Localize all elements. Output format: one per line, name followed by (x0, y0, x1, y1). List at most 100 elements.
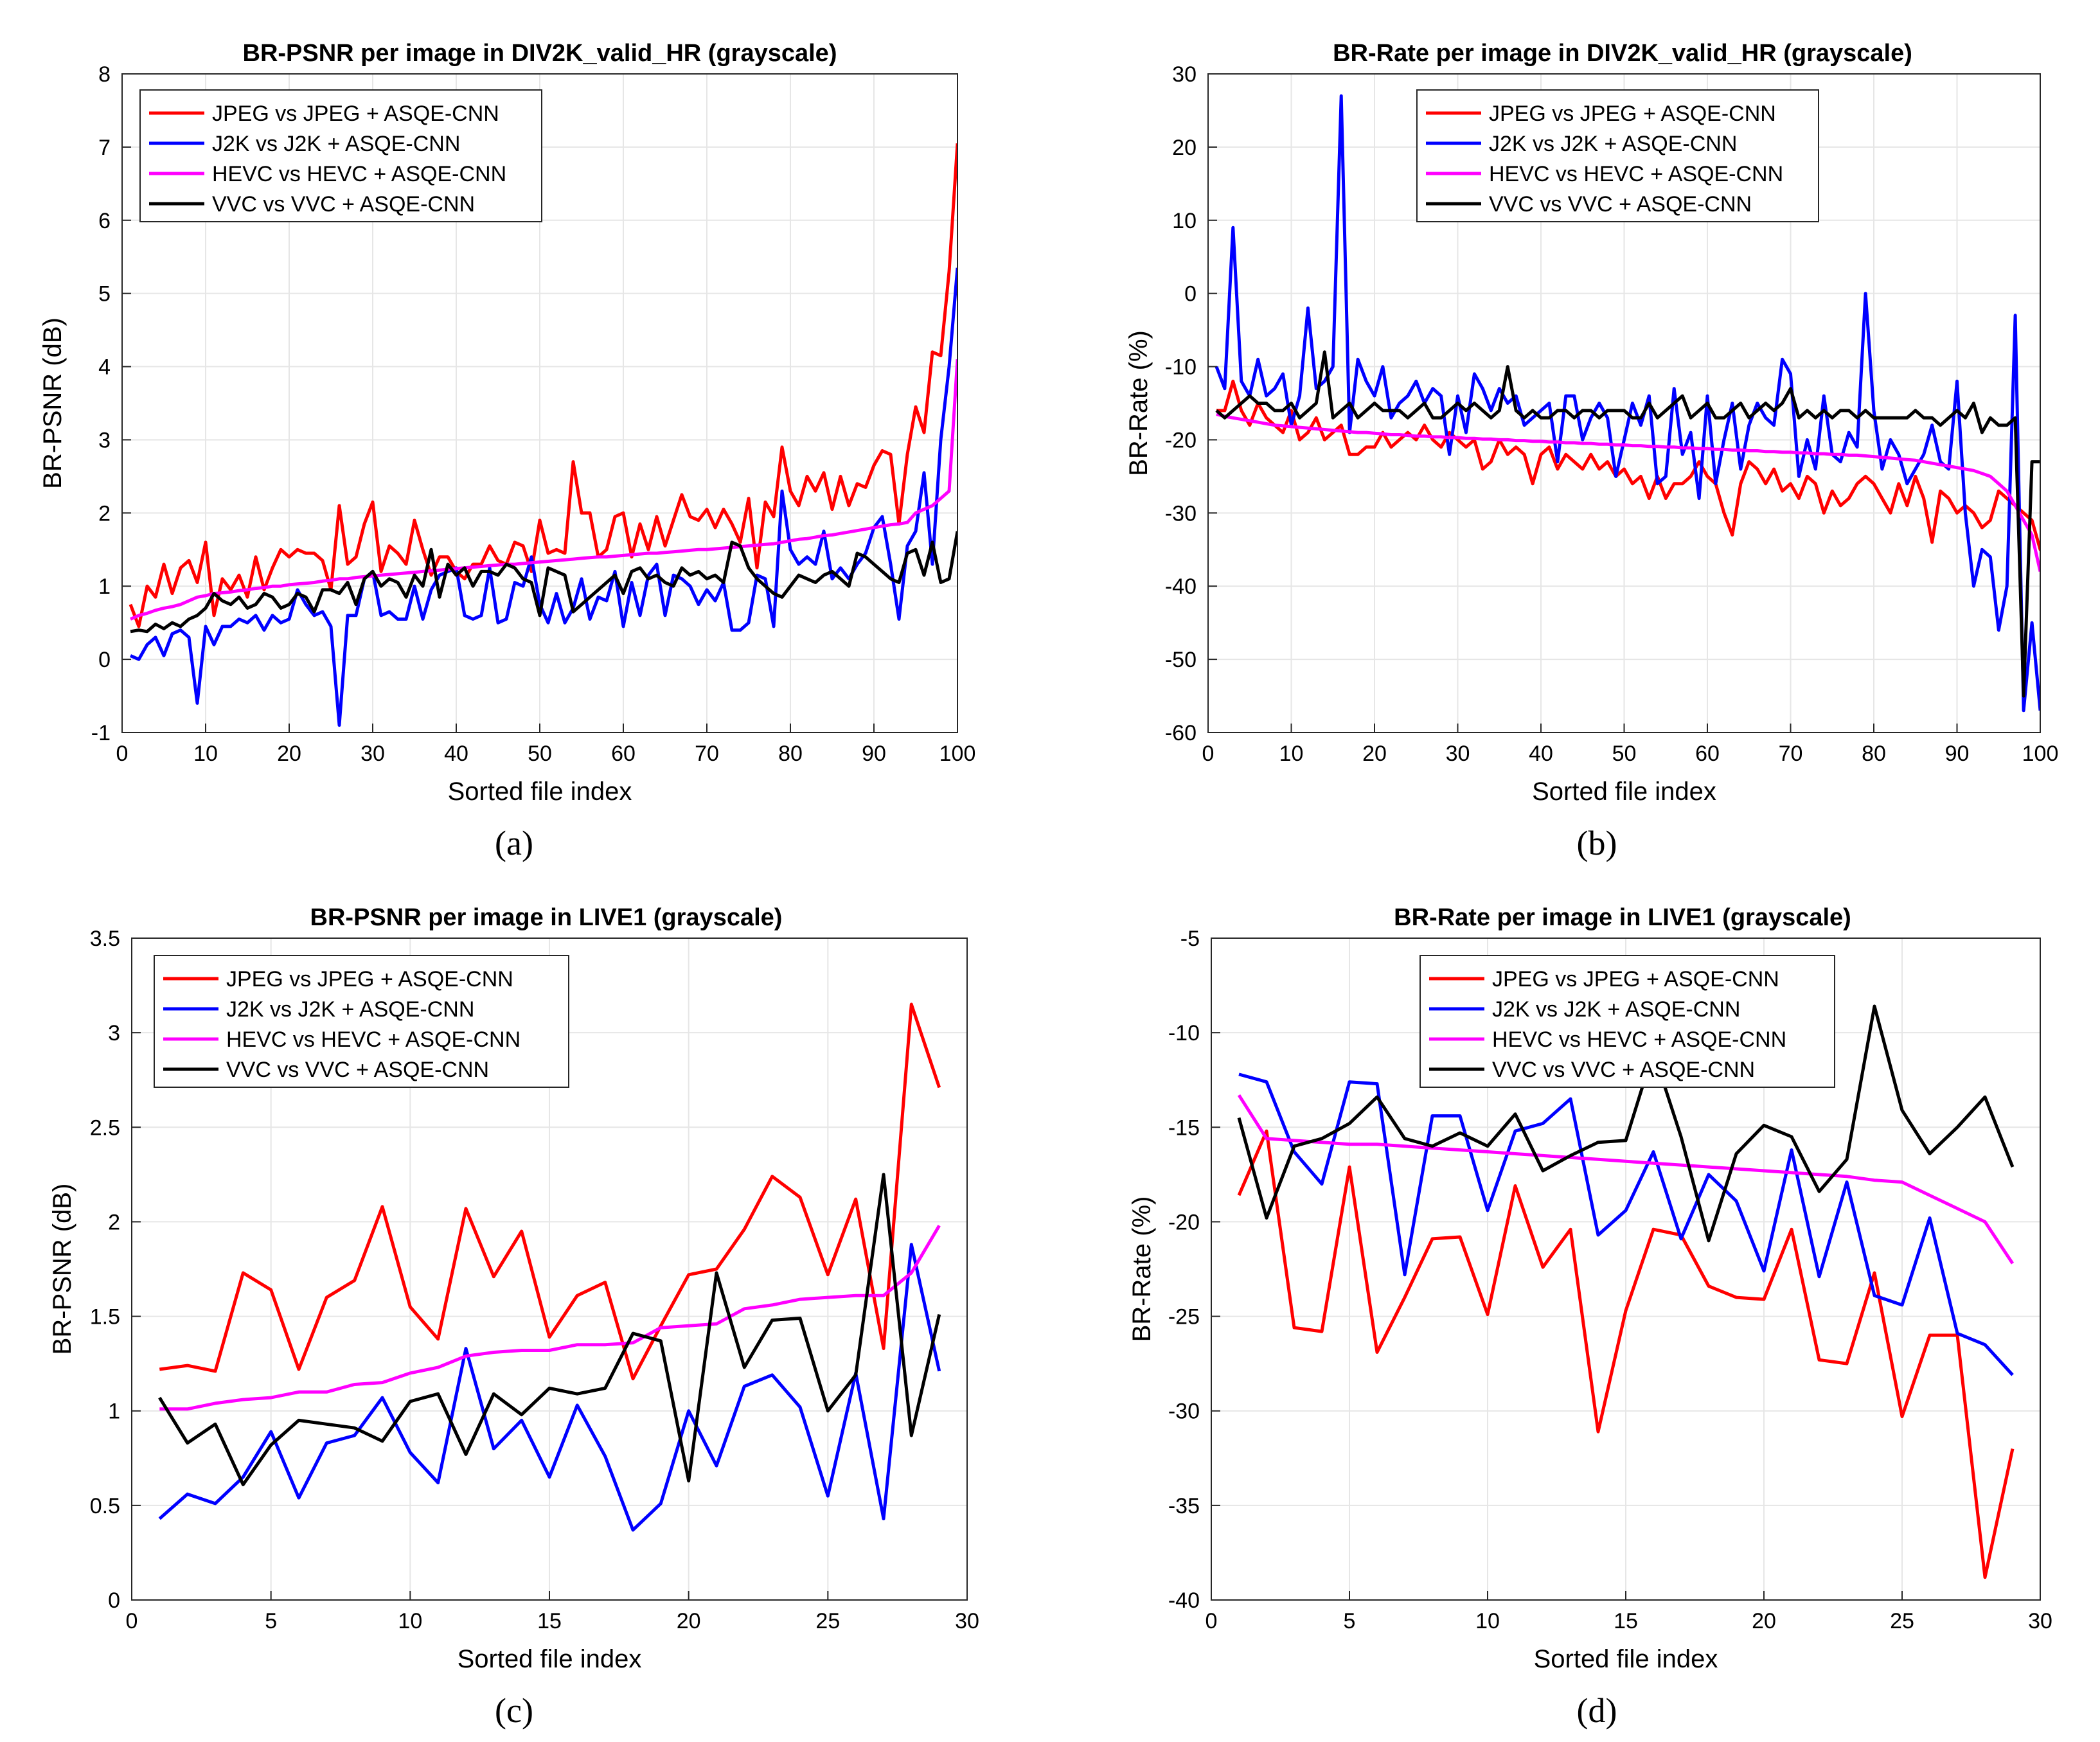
y-tick-label: -40 (1168, 1588, 1200, 1613)
x-tick-label: 40 (444, 742, 468, 766)
legend-entry-hevc: HEVC vs HEVC + ASQE-CNN (226, 1027, 521, 1052)
x-tick-label: 50 (1612, 742, 1637, 766)
x-tick-label: 5 (265, 1609, 277, 1633)
y-tick-label: -40 (1165, 574, 1197, 599)
y-axis-label: BR-PSNR (dB) (39, 317, 67, 489)
legend-entry-j2k: J2K vs J2K + ASQE-CNN (1489, 132, 1737, 156)
y-tick-label: 0.5 (90, 1494, 120, 1518)
legend-entry-jpeg: JPEG vs JPEG + ASQE-CNN (1492, 967, 1779, 991)
x-tick-label: 30 (1446, 742, 1470, 766)
x-tick-label: 70 (695, 742, 719, 766)
series-line-hevc (159, 1225, 941, 1411)
y-tick-label: 3 (98, 428, 111, 452)
y-tick-label: 7 (98, 136, 111, 160)
y-tick-label: -60 (1165, 721, 1197, 745)
y-tick-label: 2.5 (90, 1115, 120, 1140)
x-tick-label: 30 (2028, 1609, 2052, 1633)
x-tick-label: 15 (537, 1609, 562, 1633)
x-tick-label: 90 (1945, 742, 1970, 766)
x-tick-label: 30 (360, 742, 385, 766)
legend-box (154, 955, 569, 1088)
legend-entry-j2k: J2K vs J2K + ASQE-CNN (212, 132, 460, 156)
x-tick-label: 10 (398, 1609, 422, 1633)
y-tick-label: -30 (1168, 1400, 1200, 1424)
y-tick-label: 6 (98, 209, 111, 233)
chart-title: BR-Rate per image in LIVE1 (grayscale) (1394, 904, 1851, 931)
panel-caption: (c) (495, 1691, 533, 1730)
x-tick-label: 20 (1752, 1609, 1776, 1633)
y-tick-label: 0 (98, 648, 111, 672)
panel-caption: (b) (1577, 824, 1617, 862)
legend-entry-j2k: J2K vs J2K + ASQE-CNN (1492, 997, 1740, 1022)
legend: JPEG vs JPEG + ASQE-CNN J2K vs J2K + ASQE… (1419, 955, 1835, 1088)
y-tick-label: -30 (1165, 501, 1197, 526)
x-tick-label: 5 (1344, 1609, 1356, 1633)
x-tick-label: 60 (611, 742, 636, 766)
x-tick-label: 25 (815, 1609, 840, 1633)
legend-entry-hevc: HEVC vs HEVC + ASQE-CNN (1492, 1027, 1786, 1052)
x-tick-label: 80 (778, 742, 803, 766)
x-tick-label: 0 (116, 742, 129, 766)
x-tick-label: 10 (193, 742, 218, 766)
series-line-jpeg (1216, 379, 2040, 552)
panel-caption: (d) (1577, 1691, 1617, 1730)
x-tick-label: 60 (1695, 742, 1720, 766)
y-tick-label: 4 (98, 355, 111, 380)
legend-entry-jpeg: JPEG vs JPEG + ASQE-CNN (212, 102, 499, 126)
y-tick-label: 2 (108, 1210, 120, 1234)
y-tick-label: -50 (1165, 648, 1197, 672)
x-tick-label: 10 (1279, 742, 1304, 766)
legend-box (1419, 955, 1835, 1088)
x-tick-label: 50 (528, 742, 552, 766)
series-line-vvc (130, 531, 957, 634)
legend-entry-vvc: VVC vs VVC + ASQE-CNN (1489, 192, 1752, 217)
series-line-vvc (1215, 350, 2040, 698)
legend-entry-vvc: VVC vs VVC + ASQE-CNN (1492, 1058, 1755, 1082)
legend-entry-hevc: HEVC vs HEVC + ASQE-CNN (212, 162, 506, 186)
y-tick-label: -20 (1168, 1210, 1200, 1234)
legend-box (139, 89, 542, 222)
x-tick-label: 20 (1362, 742, 1387, 766)
x-tick-label: 20 (277, 742, 301, 766)
y-tick-label: -10 (1168, 1021, 1200, 1045)
y-tick-label: 30 (1172, 62, 1197, 87)
y-tick-label: 8 (98, 62, 111, 87)
y-axis-label: BR-PSNR (dB) (48, 1184, 76, 1355)
series-line-j2k (1215, 94, 2040, 713)
series-line-j2k (158, 1243, 941, 1532)
y-tick-label: 1 (108, 1400, 120, 1424)
x-tick-label: 100 (2022, 742, 2059, 766)
y-tick-label: -5 (1180, 927, 1200, 951)
y-tick-label: 0 (108, 1588, 120, 1613)
x-axis-label: Sorted file index (448, 778, 632, 806)
series-line-vvc (158, 1173, 941, 1486)
series-line-j2k (1238, 1072, 2014, 1376)
series-line-jpeg (1237, 1129, 2015, 1579)
series-line-j2k (129, 267, 957, 727)
y-tick-label: -25 (1168, 1305, 1200, 1329)
x-tick-label: 0 (1206, 1609, 1218, 1633)
legend: JPEG vs JPEG + ASQE-CNN J2K vs J2K + ASQE… (154, 955, 569, 1088)
x-tick-label: 30 (955, 1609, 979, 1633)
y-tick-label: 1.5 (90, 1305, 120, 1329)
chart-panel-2: 0 10 20 30 40 50 60 70 80 90 100-60-50-40-30-20-10… (1125, 40, 2059, 862)
y-tick-label: 3 (108, 1021, 120, 1045)
y-tick-label: 5 (98, 282, 111, 307)
legend-entry-j2k: J2K vs J2K + ASQE-CNN (226, 997, 474, 1022)
y-tick-label: 10 (1172, 209, 1197, 233)
y-tick-label: 2 (98, 501, 111, 526)
y-tick-label: -1 (91, 721, 111, 745)
y-tick-label: -10 (1165, 355, 1197, 380)
x-tick-label: 25 (1890, 1609, 1914, 1633)
x-tick-label: 70 (1779, 742, 1803, 766)
legend-entry-vvc: VVC vs VVC + ASQE-CNN (226, 1058, 489, 1082)
x-axis-label: Sorted file index (1532, 778, 1716, 806)
y-axis-label: BR-Rate (%) (1125, 330, 1153, 476)
y-axis-label: BR-Rate (%) (1128, 1196, 1156, 1342)
x-tick-label: 100 (939, 742, 976, 766)
series-line-jpeg (159, 1002, 941, 1381)
x-tick-label: 10 (1475, 1609, 1500, 1633)
legend-entry-jpeg: JPEG vs JPEG + ASQE-CNN (226, 967, 513, 991)
chart-panel-3: 0 5 10 15 20 25 30 0 0.5 1 1.5 2 2.5 3 3.5 BR-PSNR per … (48, 904, 979, 1730)
